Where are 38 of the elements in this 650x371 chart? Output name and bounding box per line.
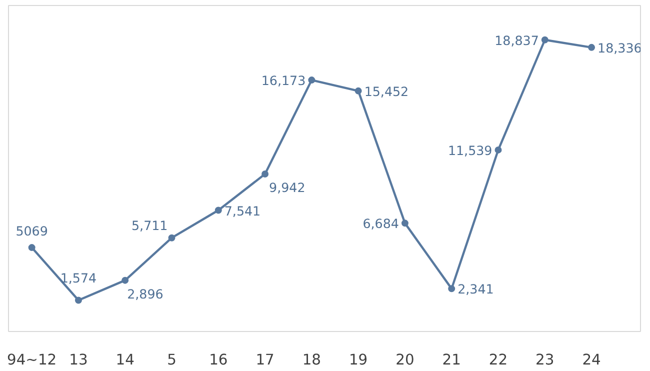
data-label: 7,541 [224,203,261,218]
point [494,146,502,154]
x-tick-label: 24 [582,352,601,368]
point [74,296,82,304]
point [168,234,176,242]
x-tick-label: 13 [69,352,88,368]
data-label: 18,837 [494,32,539,48]
point [588,44,596,51]
data-label: 2,341 [458,282,494,297]
data-label: 6,684 [362,216,399,232]
point [214,206,222,214]
x-tick-label: 20 [396,352,414,368]
point [28,244,36,252]
x-tick-label: 19 [348,352,368,368]
point [401,220,408,227]
point [354,87,362,94]
x-tick-label: 16 [209,352,228,368]
point [448,285,456,292]
x-tick-label: 22 [488,352,508,368]
data-label: 5,711 [132,218,168,233]
x-tick-label: 23 [536,352,554,368]
x-tick-label: 5 [167,352,176,368]
point [308,76,316,84]
data-label: 16,173 [261,73,306,88]
x-tick-label: 18 [302,352,322,368]
data-label: 1,574 [60,270,97,286]
point [262,170,269,178]
point [541,36,548,44]
data-label: 9,942 [269,180,306,196]
x-tick-label: 21 [442,352,461,368]
data-label: 11,539 [448,142,492,158]
data-label: 2,896 [127,286,164,302]
data-label: 15,452 [364,84,409,99]
x-tick-label: 14 [116,352,134,368]
data-label: 5069 [16,224,48,239]
x-tick-label: 17 [256,352,274,368]
point [122,276,129,284]
x-tick-label: 94~12 [7,352,57,368]
